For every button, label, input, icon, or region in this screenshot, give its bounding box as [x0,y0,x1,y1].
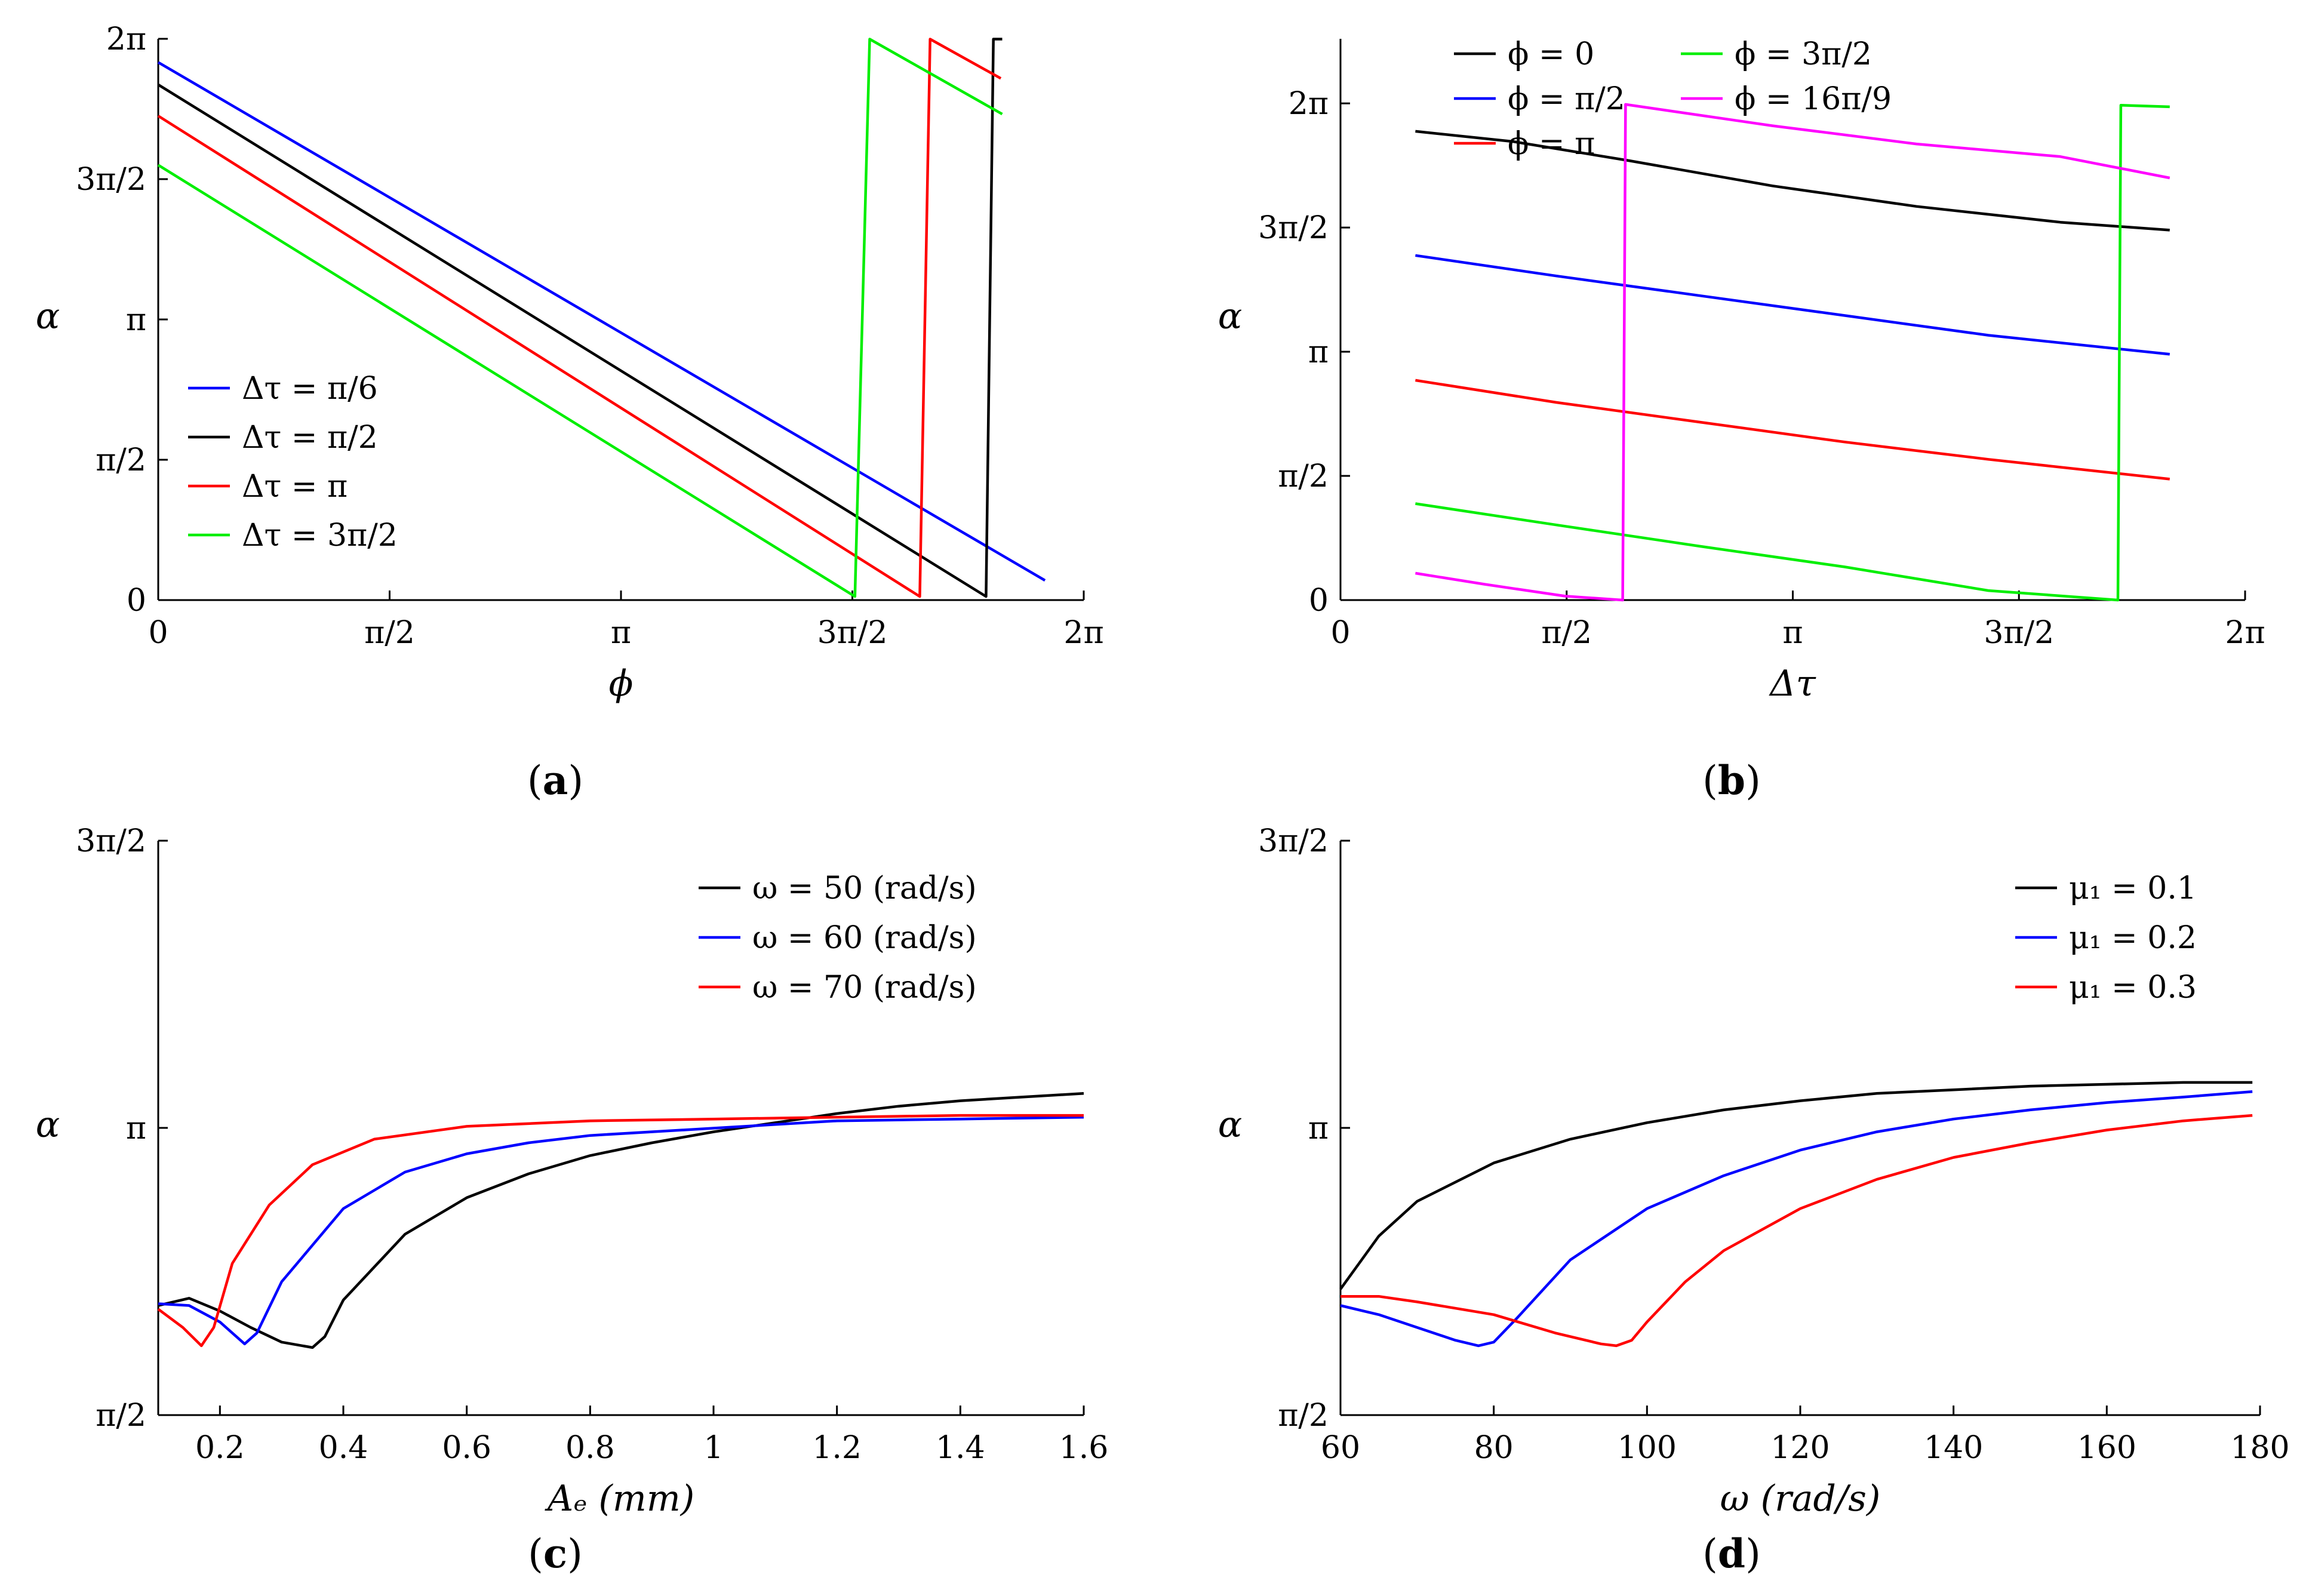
x-tick-label: 1.2 [812,1430,862,1466]
series-line-0 [158,1092,1084,1349]
y-tick-label: 3π/2 [1258,823,1329,859]
legend-entry: ϕ = π [1508,126,1595,162]
legend-entry: ϕ = 3π/2 [1735,36,1872,72]
y-tick-label: 2π [106,21,146,57]
legend-entry: μ₁ = 0.3 [2069,970,2197,1005]
y-tick-label: π [126,302,146,338]
x-tick-label: 100 [1618,1430,1677,1466]
x-tick-label: 140 [1924,1430,1983,1466]
y-tick-label: 3π/2 [76,823,146,859]
series-line-2 [1340,1114,2253,1348]
x-tick-label: 2π [1063,615,1103,651]
x-tick-label: 1.4 [936,1430,985,1466]
x-tick-label: π/2 [364,615,415,651]
x-tick-label: 1 [703,1430,723,1466]
panel-label: (a) [527,757,583,804]
y-tick-label: π [1308,1111,1329,1146]
legend-entry: ω = 50 (rad/s) [752,871,977,906]
x-tick-label: π [611,615,631,651]
panel-c: 0.2 0.4 0.6 0.8 1 1.2 1.4 1.6 π/2 π 3π/2 Aₑ (mm) α ω … [36,823,1109,1577]
x-tick-label: 0.2 [195,1430,245,1466]
legend-entry: ϕ = π/2 [1508,81,1625,117]
y-axis-label: α [1218,296,1243,337]
y-tick-label: 0 [1309,583,1329,619]
panel-label: (c) [528,1530,583,1577]
x-tick-label: 160 [2077,1430,2136,1466]
series-line-0 [1415,130,2170,232]
series-line-1 [157,38,1003,598]
x-tick-label: 3π/2 [1984,615,2054,651]
legend-entry: ϕ = 16π/9 [1735,81,1892,117]
legend-entry: Δτ = π [242,469,348,505]
panel-label: (b) [1702,757,1761,804]
series-line-3 [157,38,1003,598]
panel-d: 60 80 100 120 140 160 180 π/2 π 3π/2 ω (rad/s) α μ₁ … [1218,823,2290,1577]
y-tick-label: 3π/2 [76,162,146,198]
legend-entry: ϕ = 0 [1508,36,1594,72]
y-tick-label: π/2 [1278,1398,1329,1434]
panel-b: 0 π/2 π 3π/2 2π 0 π/2 π 3π/2 2π Δτ α ϕ = 0 ϕ = π/2 ϕ =… [1218,36,2265,804]
y-tick-label: π [126,1111,146,1146]
legend-entry: Δτ = π/2 [242,420,378,456]
y-axis-label: α [36,296,60,337]
legend-entry: ω = 60 (rad/s) [752,920,977,956]
legend-entry: Δτ = 3π/2 [242,518,398,553]
x-tick-label: 80 [1474,1430,1514,1466]
x-tick-label: 0.8 [565,1430,615,1466]
y-tick-label: 2π [1289,86,1329,122]
legend-entry: μ₁ = 0.2 [2069,920,2197,956]
y-axis-label: α [1218,1104,1243,1146]
series-line-0 [1339,1081,2253,1290]
panel-a: 0 π/2 π 3π/2 2π 0 π/2 π 3π/2 2π ϕ α Δτ = π/6 Δτ = π/2… [36,21,1104,804]
panel-label: (d) [1702,1530,1761,1577]
x-axis-label: Aₑ (mm) [545,1478,694,1520]
x-tick-label: π [1782,615,1803,651]
x-tick-label: 60 [1321,1430,1360,1466]
x-tick-label: 180 [2230,1430,2289,1466]
legend-entry: ω = 70 (rad/s) [752,970,977,1005]
x-axis-label: ω (rad/s) [1720,1478,1881,1520]
series-line-1 [1415,254,2170,356]
x-tick-label: 0 [148,615,168,651]
x-axis-label: ϕ [609,663,634,705]
y-tick-label: π/2 [96,442,146,478]
x-tick-label: 3π/2 [817,615,888,651]
legend-entry: Δτ = π/6 [242,371,378,407]
y-tick-label: 0 [127,583,146,619]
x-tick-label: π/2 [1541,615,1592,651]
series-line-2 [1415,379,2170,481]
y-tick-label: π [1308,334,1329,370]
x-tick-label: 0.4 [319,1430,368,1466]
legend-entry: μ₁ = 0.1 [2069,871,2197,906]
series-line-0 [157,61,1046,582]
series-line-4 [1415,103,2170,602]
series-line-1 [158,1115,1084,1346]
x-tick-label: 1.6 [1059,1430,1109,1466]
series-line-3 [1415,103,2170,602]
x-tick-label: 2π [2225,615,2265,651]
x-axis-label: Δτ [1769,663,1816,705]
series-line-2 [157,1114,1084,1348]
x-tick-label: 0 [1330,615,1350,651]
y-tick-label: 3π/2 [1258,210,1329,246]
y-tick-label: π/2 [96,1398,146,1434]
y-tick-label: π/2 [1278,459,1329,494]
series-line-2 [157,38,1002,598]
y-axis-label: α [36,1104,60,1146]
x-tick-label: 0.6 [442,1430,491,1466]
x-tick-label: 120 [1770,1430,1830,1466]
series-line-1 [1340,1090,2253,1348]
